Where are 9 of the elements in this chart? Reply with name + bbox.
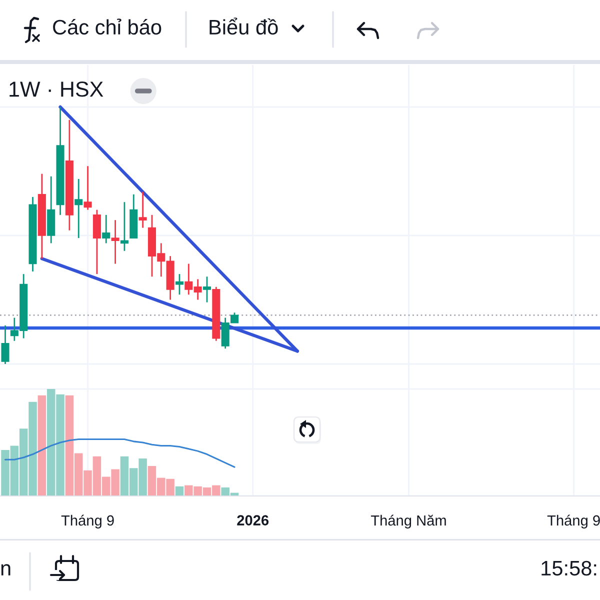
x-tick-label: Tháng 9 [61, 514, 114, 529]
text: 15:58: [542, 560, 596, 576]
text: n [1, 564, 10, 576]
chart-title: 1W · HSX [10, 82, 104, 97]
x-tick-label: 2026 [237, 515, 269, 526]
text: Biểu đồ [210, 18, 278, 35]
x-tick-label: Tháng Năm [370, 514, 446, 529]
text: Các chỉ báo [53, 18, 162, 35]
x-tick-label: Tháng 9 [547, 514, 600, 529]
